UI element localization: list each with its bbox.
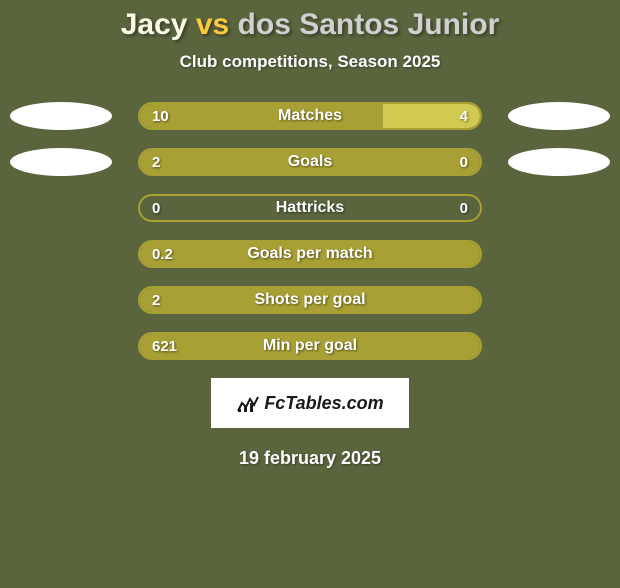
- player2-avatar-placeholder: [508, 148, 610, 176]
- stat-value-right: 4: [460, 104, 468, 128]
- stat-value-left: 621: [152, 334, 177, 358]
- stat-bar: Shots per goal2: [138, 286, 482, 314]
- stat-value-left: 2: [152, 150, 160, 174]
- stat-label: Min per goal: [140, 334, 480, 358]
- stats-container: Matches104Goals20Hattricks00Goals per ma…: [0, 102, 620, 360]
- stat-row: Min per goal621: [0, 332, 620, 360]
- stat-label: Matches: [140, 104, 480, 128]
- stat-value-right: 0: [460, 150, 468, 174]
- player2-name: dos Santos Junior: [238, 8, 500, 41]
- player1-name: Jacy: [121, 8, 188, 41]
- player1-avatar-placeholder: [10, 102, 112, 130]
- stat-bar: Min per goal621: [138, 332, 482, 360]
- logo-box: FcTables.com: [211, 378, 409, 428]
- stat-bar: Goals2 0: [138, 148, 482, 176]
- stat-row: Hattricks0 0: [0, 194, 620, 222]
- stat-value-right: 0: [460, 196, 468, 220]
- stat-label: Hattricks: [140, 196, 480, 220]
- subtitle: Club competitions, Season 2025: [0, 52, 620, 72]
- player2-avatar-placeholder: [508, 102, 610, 130]
- stat-bar: Goals per match0.2: [138, 240, 482, 268]
- stat-label: Goals per match: [140, 242, 480, 266]
- stat-row: Shots per goal2: [0, 286, 620, 314]
- stat-label: Goals: [140, 150, 480, 174]
- stat-bar: Hattricks0 0: [138, 194, 482, 222]
- stat-value-left: 2: [152, 288, 160, 312]
- stat-bar: Matches10 4: [138, 102, 482, 130]
- stat-label: Shots per goal: [140, 288, 480, 312]
- fctables-icon: [236, 393, 260, 413]
- date-text: 19 february 2025: [0, 448, 620, 469]
- stat-row: Goals2 0: [0, 148, 620, 176]
- stat-value-left: 10: [152, 104, 169, 128]
- vs-text: vs: [196, 8, 229, 41]
- stat-row: Matches10 4: [0, 102, 620, 130]
- stat-value-left: 0.2: [152, 242, 173, 266]
- comparison-title: Jacy vs dos Santos Junior: [0, 8, 620, 42]
- player1-avatar-placeholder: [10, 148, 112, 176]
- logo-text: FcTables.com: [264, 393, 383, 414]
- stat-row: Goals per match0.2: [0, 240, 620, 268]
- stat-value-left: 0: [152, 196, 160, 220]
